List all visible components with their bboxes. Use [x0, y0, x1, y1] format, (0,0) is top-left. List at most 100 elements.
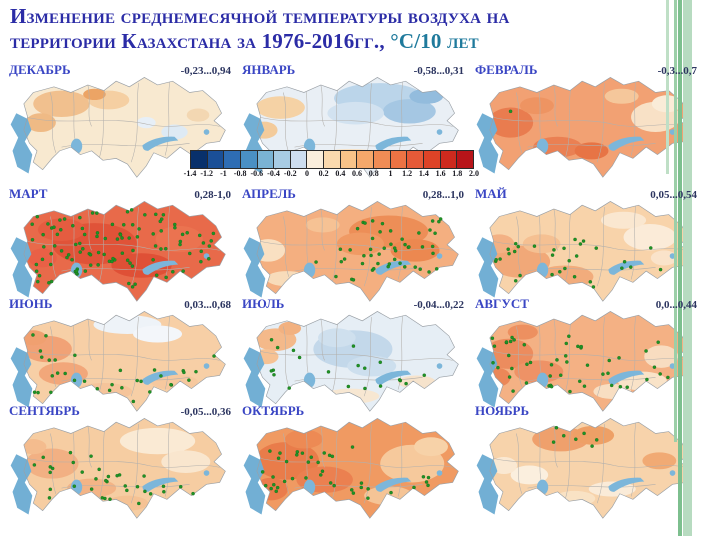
station-dot: [314, 260, 318, 264]
region-border: [130, 424, 139, 504]
lake-zaysan: [669, 253, 676, 259]
station-dot: [58, 218, 62, 222]
station-dot: [63, 371, 67, 376]
month-trend-range: 0,05...0,54: [650, 189, 697, 201]
colorbar-tick: 1.4: [418, 169, 429, 178]
colorbar-tick: -0.4: [267, 169, 280, 178]
trend-patch: [305, 217, 340, 233]
region-border: [164, 423, 171, 497]
colorbar-cell-16: [440, 151, 458, 168]
station-dot: [338, 247, 343, 251]
station-dot: [549, 363, 554, 367]
month-map-cell-4: март 0,28-1,0: [3, 182, 235, 310]
station-dot: [618, 385, 623, 389]
month-label: февраль: [475, 58, 538, 79]
station-dot: [52, 225, 56, 229]
station-dot: [412, 485, 416, 490]
station-dot: [161, 213, 166, 217]
station-dot: [120, 251, 125, 255]
region-border: [148, 248, 220, 251]
station-dot: [78, 215, 82, 220]
station-dot: [504, 340, 509, 344]
region-border: [491, 240, 615, 249]
colorbar-tick: 1.6: [435, 169, 446, 178]
station-dot: [512, 249, 517, 254]
station-dot: [154, 212, 158, 217]
title-text-line2: территории Казахстана за 1976-2016гг.,: [10, 29, 391, 53]
station-dot: [427, 270, 431, 274]
month-map-5: [243, 201, 459, 302]
station-dot: [199, 249, 203, 254]
month-trend-range: -0,58...0,31: [413, 65, 464, 77]
caspian-sea: [10, 454, 33, 515]
station-dot: [42, 245, 46, 249]
month-map-cell-12: ноябрь: [469, 399, 701, 527]
colorbar-tick: -1.2: [200, 169, 214, 178]
station-dot: [351, 344, 356, 348]
month-map-cell-7: июнь 0,03...0,68: [3, 292, 235, 420]
lake-zaysan: [669, 470, 676, 476]
colorbar-tick: 2.0: [469, 169, 479, 178]
station-dot: [418, 267, 422, 271]
station-dot: [334, 274, 338, 279]
station-dot: [70, 257, 74, 262]
station-dot: [151, 258, 155, 262]
month-label: май: [475, 182, 507, 203]
station-dot: [71, 223, 75, 228]
station-dot: [579, 344, 584, 349]
region-border: [397, 82, 404, 156]
trend-patch: [383, 99, 436, 124]
region-border: [49, 326, 57, 387]
station-dot: [159, 374, 163, 378]
station-dot: [392, 257, 397, 262]
region-border: [25, 350, 149, 359]
station-dot: [95, 231, 100, 235]
colorbar-tick: -0.2: [283, 169, 297, 178]
station-dot: [330, 454, 335, 459]
trend-patch: [364, 486, 414, 506]
station-dot: [80, 226, 85, 231]
trend-patch: [336, 232, 384, 256]
region-border: [282, 216, 290, 277]
station-dot: [297, 355, 302, 360]
station-dot: [652, 365, 657, 369]
station-dot: [548, 374, 552, 378]
month-trend-range: -0,05...0,36: [180, 406, 231, 418]
station-dot: [588, 280, 593, 284]
kazakhstan-border-stroke: [23, 418, 226, 519]
station-dot: [348, 248, 352, 252]
station-dot: [295, 450, 300, 454]
station-dot: [32, 390, 37, 394]
station-dot: [153, 244, 158, 248]
region-border: [553, 208, 558, 251]
station-dot: [89, 487, 94, 491]
lake-zaysan: [436, 253, 443, 259]
month-map-8: [243, 311, 459, 412]
station-dot: [306, 460, 311, 464]
station-dot: [131, 248, 135, 253]
station-dot: [491, 360, 495, 365]
station-dot: [44, 334, 48, 338]
region-border: [381, 465, 453, 468]
station-dot: [133, 282, 137, 286]
station-dot: [356, 363, 360, 368]
station-dot: [80, 470, 84, 474]
station-dot: [397, 378, 402, 382]
station-dot: [122, 223, 126, 227]
lake-balkhash: [608, 260, 645, 275]
station-dot: [201, 241, 206, 245]
station-dot: [162, 490, 166, 494]
station-dot: [591, 285, 596, 289]
station-dot: [129, 208, 134, 212]
month-map-cell-9: август 0,0...0,44: [469, 292, 701, 420]
station-dot: [96, 250, 101, 255]
station-dot: [372, 267, 376, 271]
station-dot: [524, 381, 529, 385]
lake-balkhash: [142, 136, 179, 151]
station-dot: [100, 496, 105, 500]
station-dot: [430, 219, 435, 223]
decorative-green-stripe-1: [666, 0, 669, 174]
month-map-10: [10, 418, 226, 519]
station-dot: [173, 225, 177, 230]
